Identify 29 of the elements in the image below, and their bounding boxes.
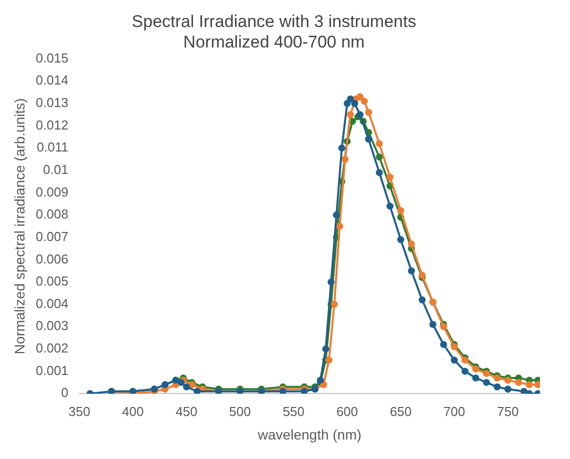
y-tick-label: 0: [61, 385, 68, 400]
y-tick-label: 0.015: [36, 50, 68, 66]
y-tick-label: 0.001: [36, 362, 68, 378]
x-axis-title: wavelength (nm): [256, 426, 362, 442]
text: Spectral Irradiance with 3 instruments: [132, 12, 416, 31]
y-tick-label: 0.012: [36, 117, 68, 132]
y-tick-label: 0.002: [36, 340, 68, 356]
x-tick-label: 350: [68, 404, 90, 419]
y-tick-label: 0.007: [36, 228, 68, 244]
y-tick-label: 0.009: [36, 184, 68, 200]
y-tick-label: 0.008: [36, 206, 68, 222]
x-tick-label: 450: [176, 404, 198, 419]
y-axis-title: Normalized spectral irradiance (arb.units): [11, 98, 28, 354]
y-tick-label: 0.003: [36, 318, 68, 334]
y-tick-label: 0.004: [36, 296, 68, 311]
x-tick-label: 750: [497, 404, 519, 419]
y-tick-label: 0.014: [36, 72, 68, 88]
x-tick-label: 500: [229, 404, 251, 419]
x-tick-label: 700: [443, 404, 466, 419]
x-tick-label: 400: [122, 404, 144, 419]
y-tick-label: 0.005: [36, 274, 68, 289]
x-tick-label: 550: [282, 404, 304, 419]
y-tick-label: 0.006: [36, 251, 68, 266]
y-tick-label: 0.01: [43, 162, 68, 177]
text: Normalized 400-700 nm: [183, 32, 365, 52]
y-tick-label: 0.013: [36, 95, 68, 110]
x-tick-label: 600: [336, 404, 358, 419]
x-tick-label: 650: [390, 404, 412, 419]
y-tick-label: 0.011: [36, 140, 68, 155]
